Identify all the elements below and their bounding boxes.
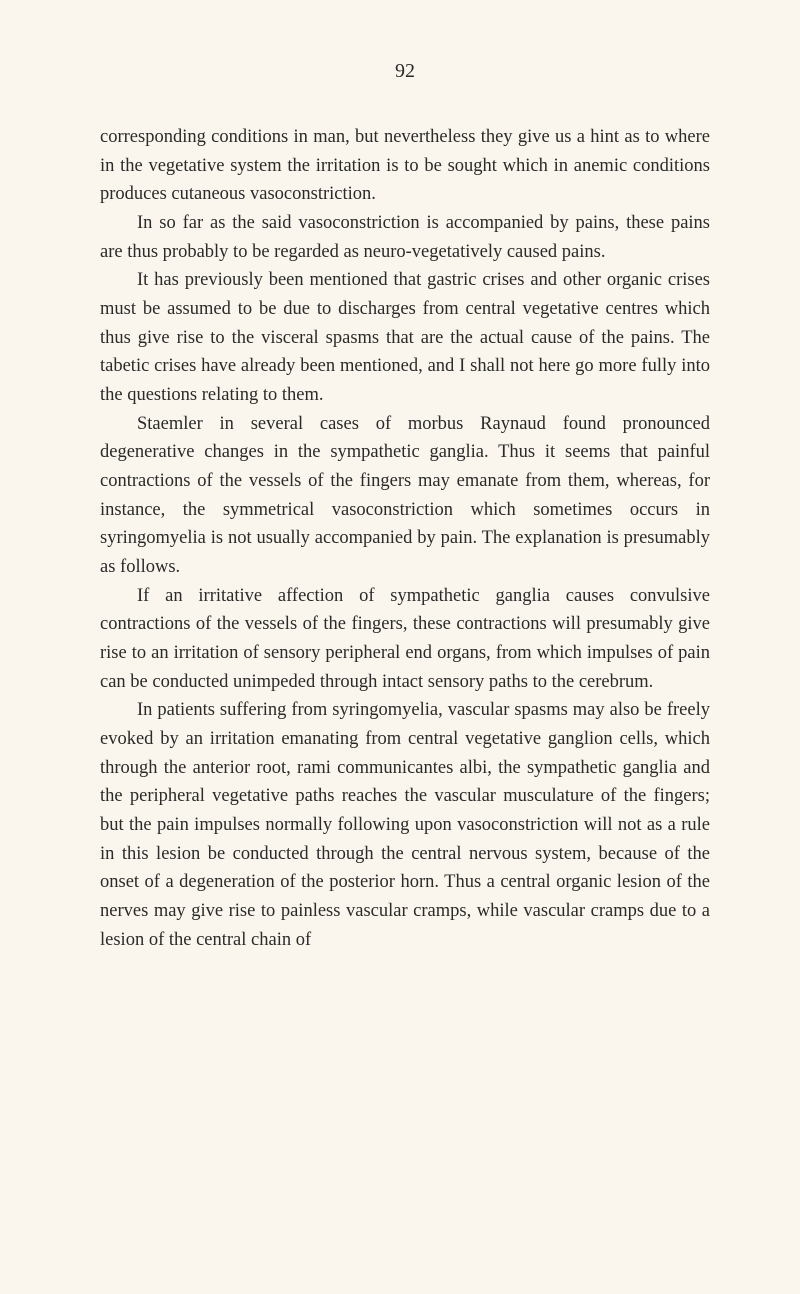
body-paragraph: Staemler in several cases of morbus Rayn…	[100, 410, 710, 582]
body-paragraph: corresponding conditions in man, but nev…	[100, 123, 710, 209]
body-paragraph: If an irritative affection of sympatheti…	[100, 582, 710, 697]
body-paragraph: In so far as the said vasoconstriction i…	[100, 209, 710, 266]
body-paragraph: It has previously been mentioned that ga…	[100, 266, 710, 409]
body-paragraph: In patients suffering from syringomyelia…	[100, 696, 710, 954]
page-number: 92	[100, 60, 710, 83]
